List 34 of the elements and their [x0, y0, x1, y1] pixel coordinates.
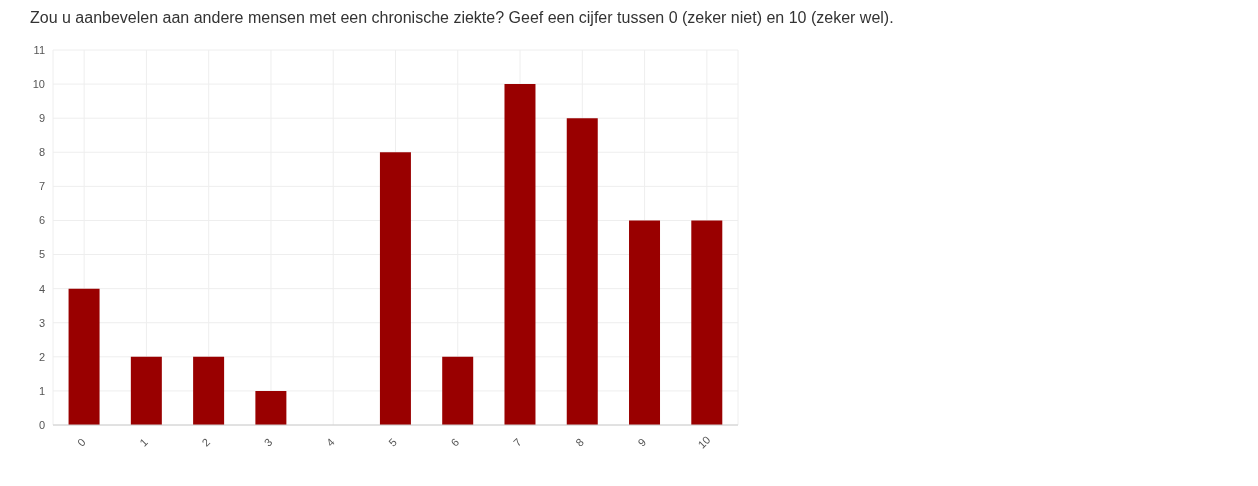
bar: [193, 356, 225, 425]
y-tick-label: 1: [38, 384, 45, 397]
x-tick-label: 1: [137, 435, 150, 449]
bar: [379, 152, 411, 425]
y-tick-label: 0: [38, 418, 45, 431]
y-tick-label: 2: [38, 350, 45, 363]
y-tick-label: 5: [38, 248, 45, 261]
x-tick-label: 4: [323, 435, 337, 449]
x-tick-label: 0: [74, 435, 88, 449]
x-tick-label: 8: [573, 435, 586, 449]
y-tick-label: 4: [38, 282, 45, 295]
bar: [68, 288, 100, 425]
x-tick-label: 3: [261, 435, 275, 449]
x-tick-label: 2: [199, 435, 213, 449]
y-tick-label: 11: [33, 43, 45, 56]
x-tick-label: 7: [510, 435, 524, 449]
y-tick-label: 8: [38, 146, 45, 159]
bar: [504, 84, 536, 425]
x-tick-label: 6: [448, 435, 462, 449]
bar: [442, 356, 474, 425]
bar: [566, 118, 598, 425]
bar: [629, 220, 661, 425]
x-tick-label: 5: [386, 435, 400, 449]
bar: [255, 390, 287, 425]
x-tick-label: 10: [695, 433, 713, 451]
bar: [691, 220, 723, 425]
chart-title: Zou u aanbevelen aan andere mensen met een chronische ziekte? Geef een cijfer tussen 0 (zeker niet) en 10 (zeker wel).: [30, 8, 895, 27]
y-tick-label: 6: [38, 214, 45, 227]
y-tick-label: 10: [32, 78, 45, 90]
bar: [130, 356, 162, 425]
x-tick-label: 9: [635, 435, 649, 449]
y-tick-label: 9: [38, 112, 45, 125]
y-tick-label: 7: [38, 180, 45, 193]
y-tick-label: 3: [38, 316, 45, 329]
